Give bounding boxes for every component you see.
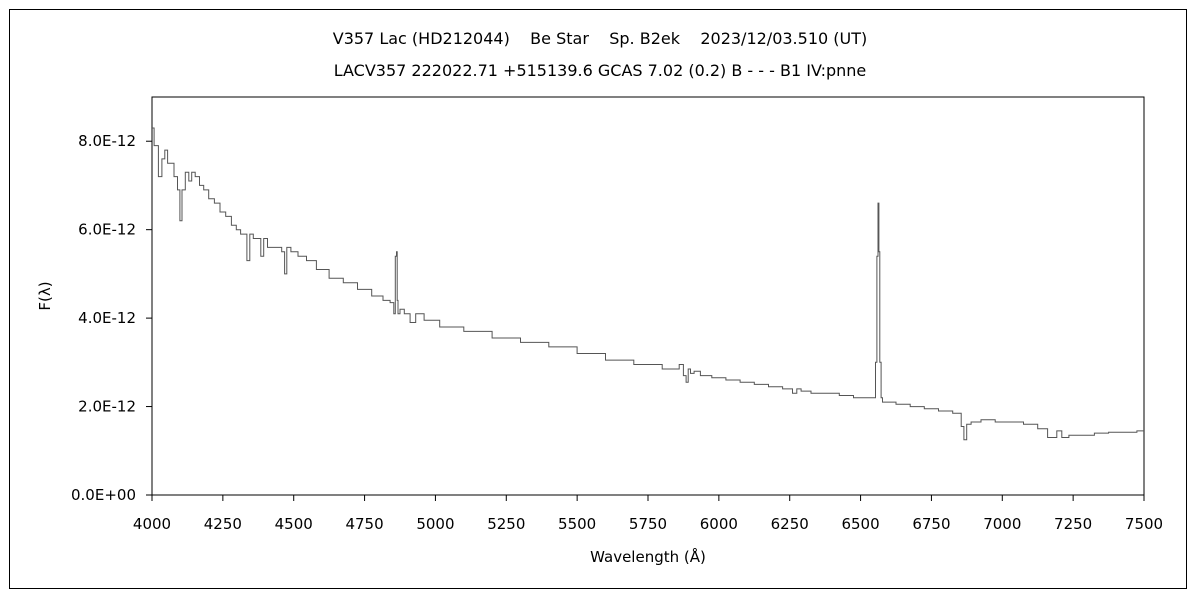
x-tick-label: 4500 <box>275 515 313 533</box>
plot-area <box>151 96 1145 496</box>
x-tick-label: 7250 <box>1054 515 1092 533</box>
y-axis: 0.0E+00 2.0E-12 4.0E-12 6.0E-12 8.0E-12 <box>71 132 152 504</box>
y-axis-label: F(λ) <box>36 281 54 310</box>
x-tick-label: 5750 <box>629 515 667 533</box>
x-tick-label: 5000 <box>416 515 454 533</box>
x-tick-label: 6000 <box>700 515 738 533</box>
x-tick-label: 6750 <box>912 515 950 533</box>
x-tick-label: 4000 <box>133 515 171 533</box>
spectrum-line <box>152 127 1144 441</box>
x-tick-label: 4250 <box>204 515 242 533</box>
x-tick-label: 6250 <box>771 515 809 533</box>
y-tick-label: 2.0E-12 <box>78 398 136 416</box>
chart-subtitle: LACV357 222022.71 +515139.6 GCAS 7.02 (0… <box>333 61 867 80</box>
x-tick-label: 5500 <box>558 515 596 533</box>
chart-frame <box>9 9 1187 589</box>
x-tick-label: 7500 <box>1125 515 1163 533</box>
y-tick-label: 0.0E+00 <box>71 486 136 504</box>
x-axis: 4000 4250 4500 4750 5000 5250 5500 5750 6000 6250… <box>133 495 1163 533</box>
x-tick-label: 7000 <box>983 515 1021 533</box>
x-tick-label: 4750 <box>345 515 383 533</box>
y-tick-label: 4.0E-12 <box>78 309 136 327</box>
y-tick-label: 6.0E-12 <box>78 221 136 239</box>
y-tick-label: 8.0E-12 <box>78 132 136 150</box>
x-tick-label: 5250 <box>487 515 525 533</box>
x-tick-label: 6500 <box>841 515 879 533</box>
x-axis-label: Wavelength (Å) <box>590 547 706 566</box>
chart-title: V357 Lac (HD212044) Be Star Sp. B2ek 202… <box>332 29 868 48</box>
